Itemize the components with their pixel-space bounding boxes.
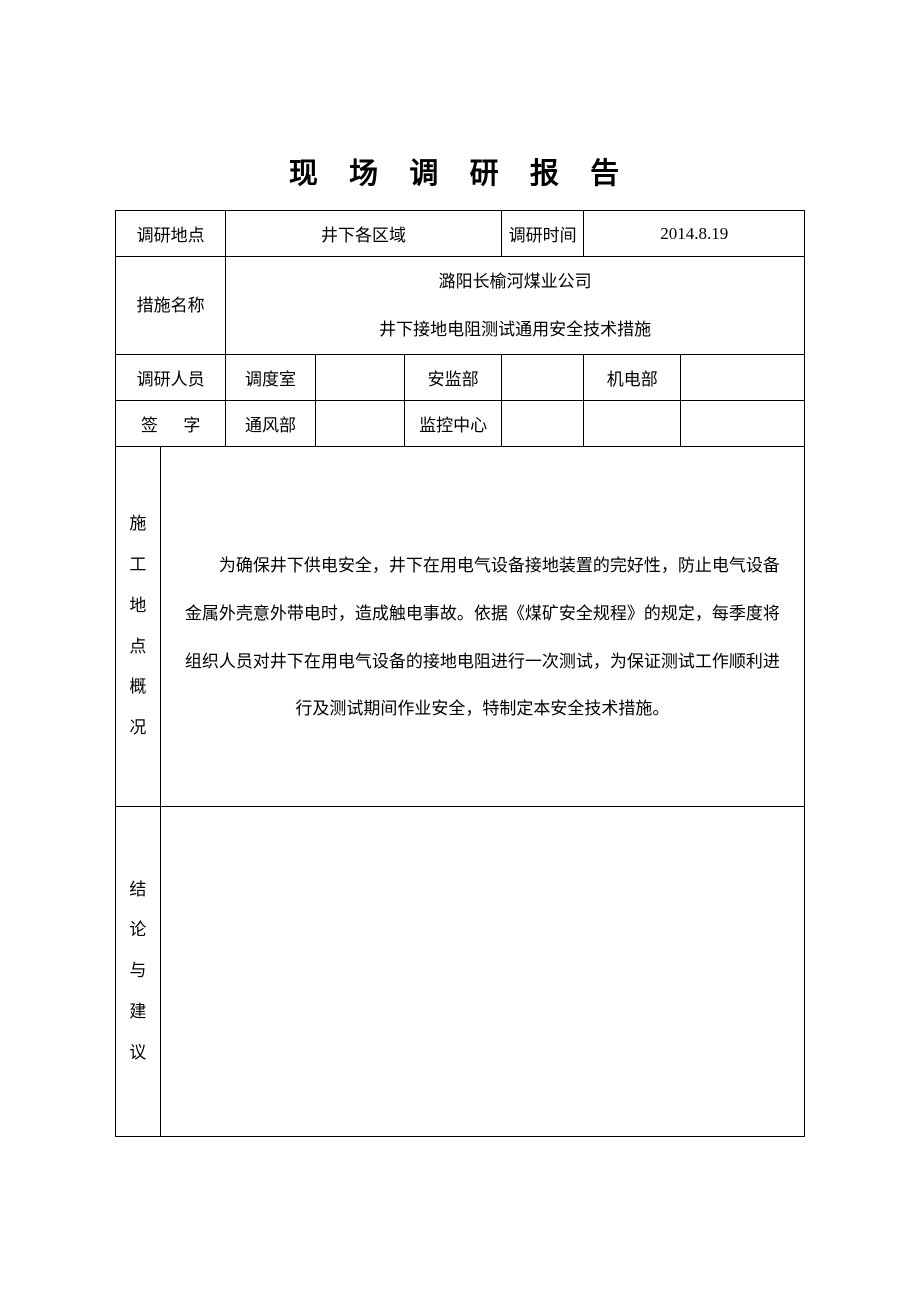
cc-char-1: 论 [116,910,160,951]
conclusion-text [160,807,804,1137]
dept-4-sign [315,401,405,447]
dept-2-sign [501,355,584,401]
dept-5-sign [501,401,584,447]
cc-char-2: 与 [116,951,160,992]
dept-2-label: 安监部 [405,355,501,401]
dept-3-sign [680,355,804,401]
label-time: 调研时间 [501,211,584,257]
document-page: 现 场 调 研 报 告 调研地点 井下各区域 调研时间 2014.8.19 措施… [0,0,920,1302]
cc-char-4: 议 [116,1033,160,1074]
label-overview: 施工地点概况 [116,447,161,807]
ov-char-4: 概 [116,667,160,708]
dept-6-sign [680,401,804,447]
label-conclusion: 结论与建议 [116,807,161,1137]
ov-char-0: 施 [116,504,160,545]
cc-char-0: 结 [116,870,160,911]
label-location: 调研地点 [116,211,226,257]
dept-1-sign [315,355,405,401]
ov-char-3: 点 [116,627,160,668]
dept-1-label: 调度室 [226,355,316,401]
label-personnel-line2: 签 字 [116,401,226,447]
overview-text: 为确保井下供电安全，井下在用电气设备接地装置的完好性，防止电气设备金属外壳意外带… [160,447,804,807]
value-measure: 潞阳长榆河煤业公司井下接地电阻测试通用安全技术措施 [226,257,805,355]
dept-3-label: 机电部 [584,355,680,401]
report-form-table: 调研地点 井下各区域 调研时间 2014.8.19 措施名称 潞阳长榆河煤业公司… [115,210,805,1137]
dept-6-label [584,401,680,447]
page-title: 现 场 调 研 报 告 [115,150,805,192]
value-location: 井下各区域 [226,211,502,257]
ov-char-1: 工 [116,545,160,586]
ov-char-5: 况 [116,708,160,749]
label-measure: 措施名称 [116,257,226,355]
value-time: 2014.8.19 [584,211,805,257]
dept-4-label: 通风部 [226,401,316,447]
dept-5-label: 监控中心 [405,401,501,447]
ov-char-2: 地 [116,586,160,627]
label-personnel-line1: 调研人员 [116,355,226,401]
cc-char-3: 建 [116,992,160,1033]
